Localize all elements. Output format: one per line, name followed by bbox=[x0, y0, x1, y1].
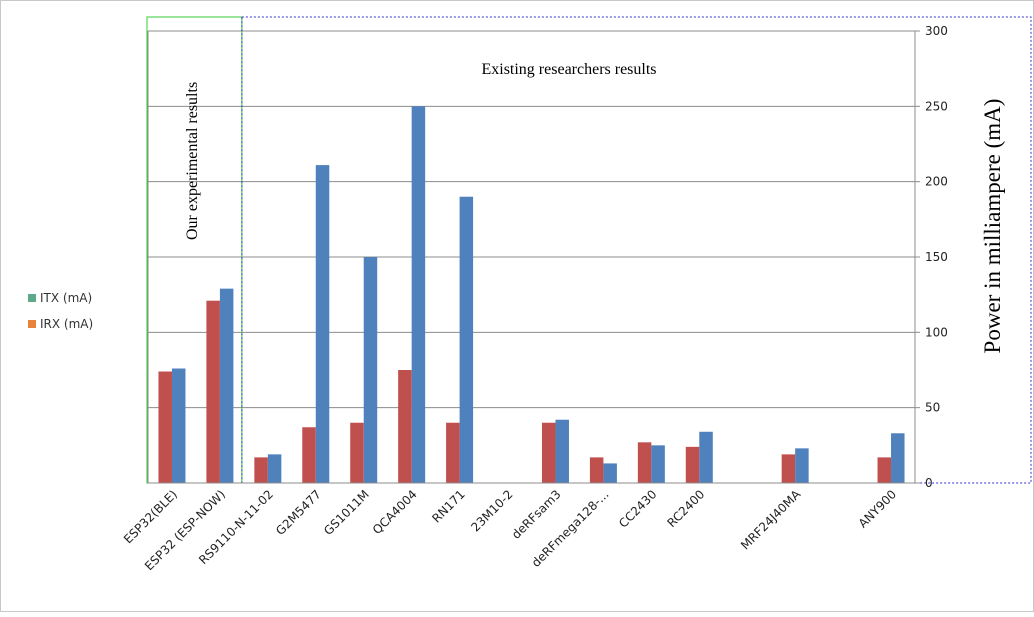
bar bbox=[651, 445, 665, 483]
bar bbox=[350, 422, 364, 483]
bar bbox=[459, 196, 474, 483]
bar bbox=[603, 463, 617, 483]
bar bbox=[267, 454, 282, 483]
bar bbox=[589, 457, 604, 483]
bar bbox=[219, 288, 234, 483]
y-tick-label: 150 bbox=[925, 250, 948, 264]
bar bbox=[795, 448, 809, 483]
bar bbox=[411, 106, 426, 483]
bar bbox=[555, 419, 569, 483]
y-axis-title: Power in milliampere (mA) bbox=[980, 99, 1005, 354]
legend-label: ITX (mA) bbox=[40, 291, 92, 305]
legend: ITX (mA) IRX (mA) bbox=[28, 291, 93, 331]
bar bbox=[685, 446, 700, 483]
gridlines bbox=[148, 30, 915, 409]
bar bbox=[891, 433, 905, 483]
bar bbox=[315, 165, 330, 484]
bar bbox=[637, 442, 652, 483]
bar bbox=[877, 457, 892, 483]
bar bbox=[398, 370, 412, 483]
y-tick-label: 300 bbox=[925, 24, 948, 38]
bar bbox=[171, 368, 186, 483]
bar bbox=[158, 371, 172, 483]
bar bbox=[254, 457, 268, 483]
bar bbox=[699, 431, 713, 483]
axes: 0 50 100 150 200 250 300 bbox=[147, 24, 948, 490]
bars bbox=[158, 106, 905, 484]
legend-swatch bbox=[28, 320, 36, 328]
y-tick-label: 100 bbox=[925, 325, 948, 339]
y-tick-label: 50 bbox=[925, 401, 940, 415]
y-tick-label: 250 bbox=[925, 99, 948, 113]
y-tick-label: 0 bbox=[925, 476, 933, 490]
experimental-results-label: Our experimental results bbox=[184, 82, 201, 240]
bar bbox=[541, 422, 556, 483]
bar bbox=[781, 454, 796, 483]
bar bbox=[446, 422, 460, 483]
bar bbox=[363, 257, 378, 483]
bar bbox=[302, 427, 316, 483]
bar bbox=[206, 300, 220, 483]
legend-label: IRX (mA) bbox=[40, 317, 93, 331]
legend-swatch bbox=[28, 294, 36, 302]
existing-results-label: Existing researchers results bbox=[481, 61, 656, 78]
y-tick-label: 200 bbox=[925, 175, 948, 189]
